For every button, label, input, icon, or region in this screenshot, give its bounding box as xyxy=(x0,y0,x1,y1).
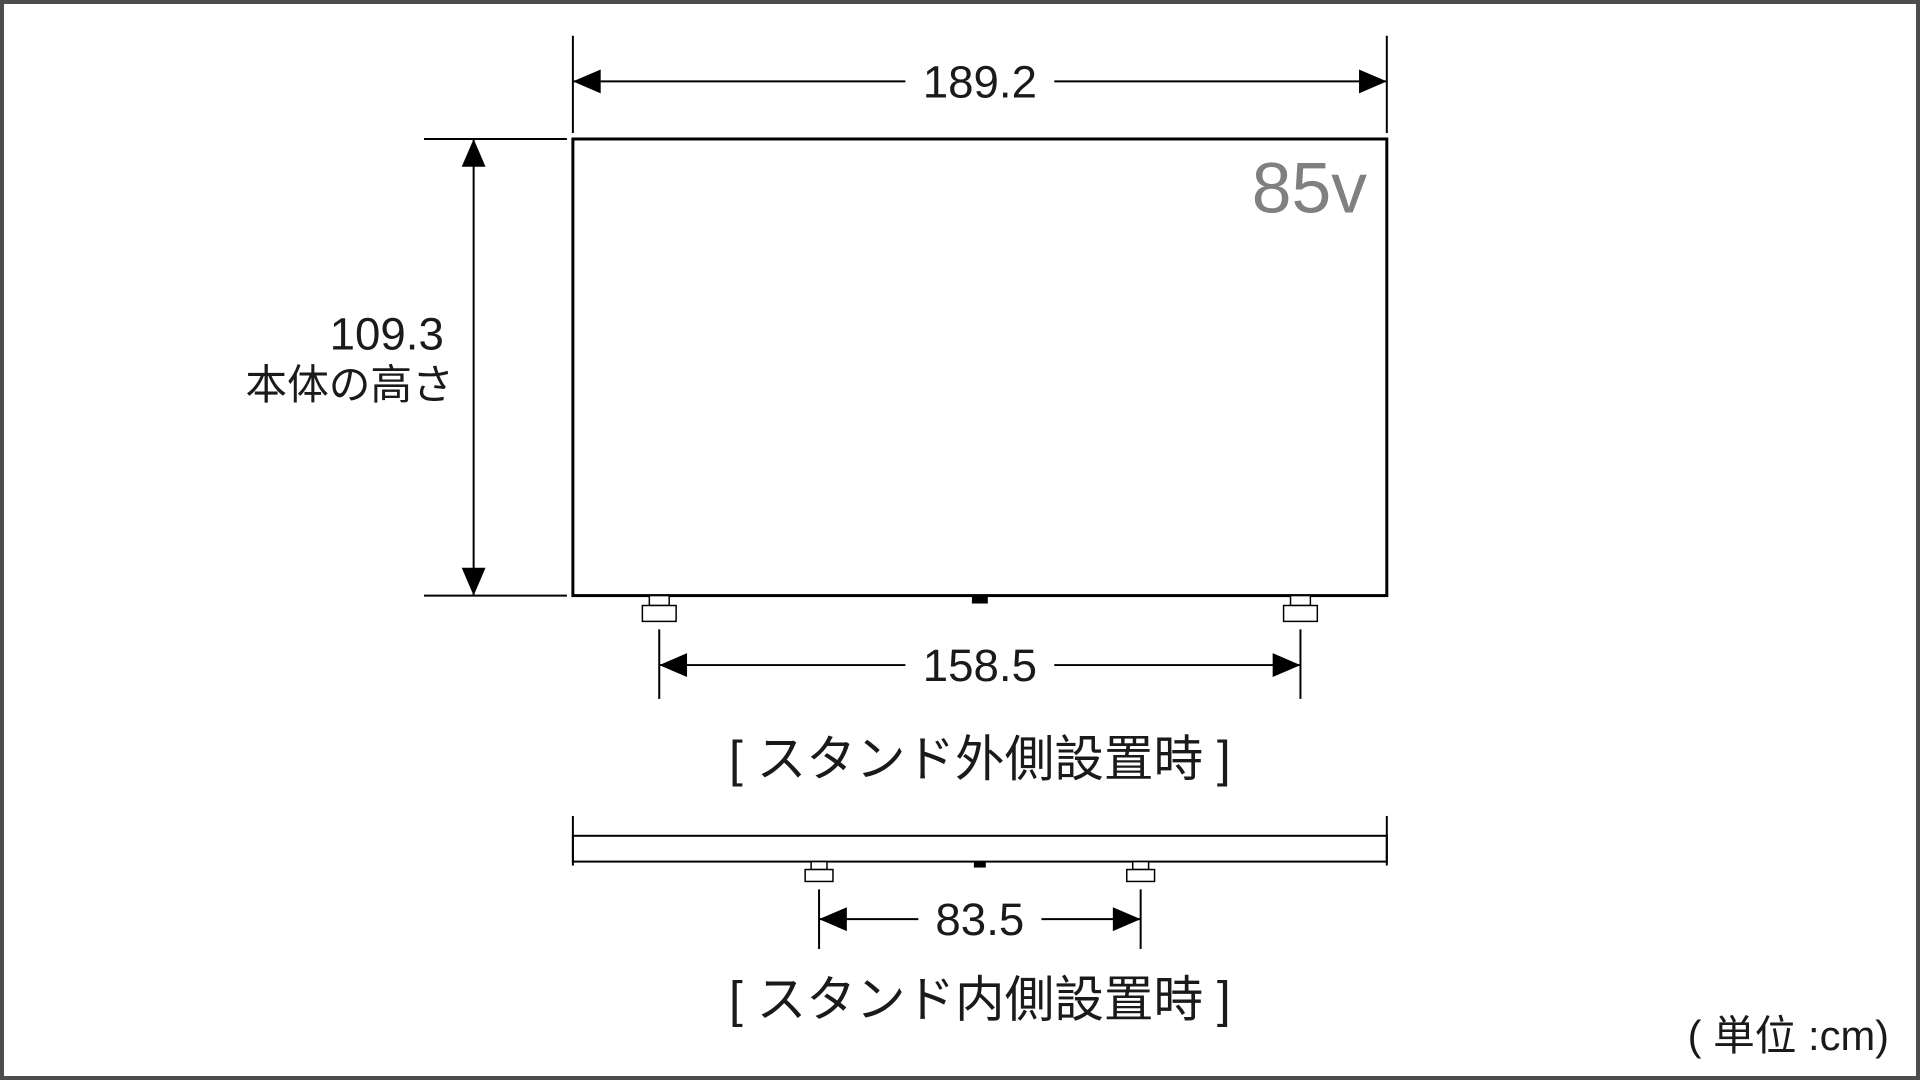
tv-stand-right-outer xyxy=(1284,596,1318,622)
tv-stand-left-inner xyxy=(805,862,833,882)
diagram-frame: 189.2 85v 109.3 本体の高さ xyxy=(0,0,1920,1080)
model-label: 85v xyxy=(1252,148,1367,228)
dimension-width-top: 189.2 xyxy=(573,36,1387,133)
diagram-svg: 189.2 85v 109.3 本体の高さ xyxy=(4,4,1916,1076)
unit-note: ( 単位 :cm) xyxy=(1688,1012,1889,1059)
tv-body: 85v xyxy=(573,139,1387,621)
dim-height-value: 109.3 xyxy=(330,308,444,359)
caption-stand-outer: [ スタンド外側設置時 ] xyxy=(729,731,1231,787)
dim-width-value: 189.2 xyxy=(923,56,1037,107)
dim-height-sublabel: 本体の高さ xyxy=(245,361,453,408)
tv-bottom-bar xyxy=(573,816,1387,882)
dimension-stand-inner: 83.5 xyxy=(819,889,1141,949)
bar-center-nub xyxy=(974,862,986,868)
dim-stand-outer-value: 158.5 xyxy=(923,640,1037,691)
dim-stand-inner-value: 83.5 xyxy=(935,894,1024,945)
tv-stand-left-outer xyxy=(642,596,676,622)
caption-stand-inner: [ スタンド内側設置時 ] xyxy=(729,971,1231,1027)
tv-stand-right-inner xyxy=(1127,862,1155,882)
dimension-height-left: 109.3 本体の高さ xyxy=(245,139,567,596)
tv-center-nub xyxy=(972,596,988,604)
dimension-stand-outer: 158.5 xyxy=(659,629,1300,698)
